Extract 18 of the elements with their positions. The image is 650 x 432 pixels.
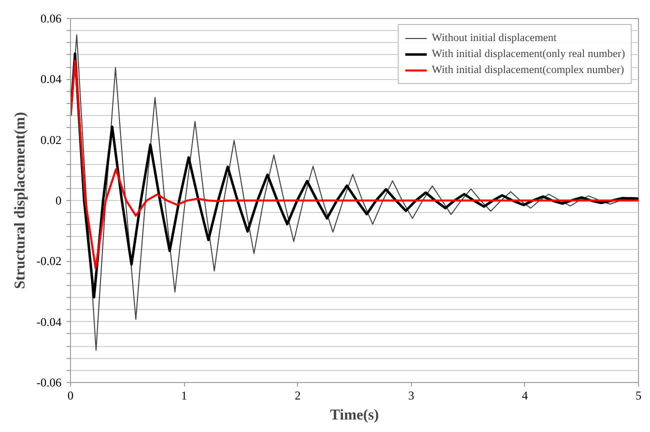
x-tick-label: 1 bbox=[181, 388, 188, 402]
y-tick-label: -0.06 bbox=[36, 376, 62, 390]
legend-label: With initial displacement(complex number) bbox=[432, 63, 624, 77]
legend-label: With initial displacement(only real number) bbox=[432, 47, 625, 61]
x-tick-label: 4 bbox=[522, 388, 528, 402]
x-tick-label: 2 bbox=[294, 388, 301, 402]
y-axis-title: Structural displacement(m) bbox=[12, 112, 29, 290]
y-tick-label: 0.04 bbox=[40, 72, 62, 86]
x-tick-label: 0 bbox=[68, 388, 74, 402]
x-axis-title: Time(s) bbox=[330, 408, 379, 424]
x-tick-label: 3 bbox=[408, 388, 414, 402]
y-tick-label: -0.02 bbox=[36, 254, 62, 268]
legend-label: Without initial displacement bbox=[432, 31, 557, 45]
y-tick-label: 0 bbox=[56, 194, 62, 208]
y-tick-label: 0.06 bbox=[40, 12, 62, 26]
x-tick-label: 5 bbox=[636, 388, 642, 402]
y-tick-label: -0.04 bbox=[36, 314, 62, 329]
y-tick-label: 0.02 bbox=[40, 132, 62, 147]
